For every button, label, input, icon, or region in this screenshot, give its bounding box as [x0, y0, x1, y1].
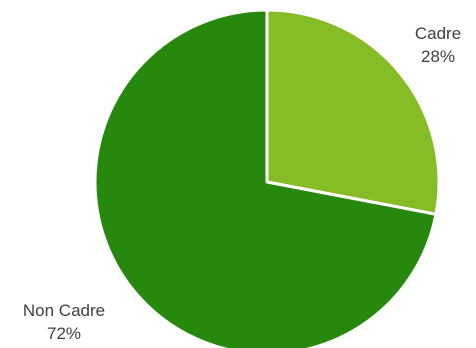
slice-label-cadre-value: 28%	[421, 47, 455, 66]
slice-label-non-cadre-value: 72%	[47, 324, 81, 343]
pie-slices	[93, 8, 441, 348]
slice-label-non-cadre-name: Non Cadre	[23, 301, 105, 320]
slice-label-cadre-name: Cadre	[415, 24, 461, 43]
pie-slice-non-cadre	[93, 8, 438, 348]
pie-slice-cadre	[265, 8, 441, 216]
